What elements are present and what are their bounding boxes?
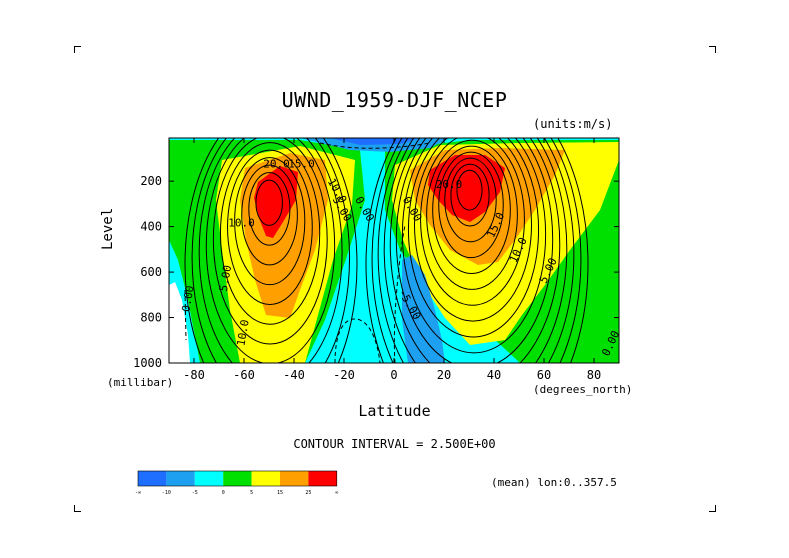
x-tick-label: -80 bbox=[183, 368, 205, 382]
contour-line bbox=[401, 138, 547, 354]
contour-line bbox=[198, 138, 343, 363]
colorbar-swatch bbox=[138, 471, 167, 486]
x-axis-ticks: -80 -60 -40 -20 0 20 40 60 80 bbox=[183, 138, 601, 382]
contour-label: 10.0 bbox=[228, 217, 255, 230]
contour-line bbox=[414, 138, 532, 322]
contour-line bbox=[389, 138, 561, 363]
contour-line bbox=[248, 172, 291, 246]
y-axis-units: (millibar) bbox=[107, 376, 174, 389]
colorbar-swatch bbox=[280, 471, 309, 486]
contour-line bbox=[377, 138, 575, 363]
corner-mark-bottom-right bbox=[709, 505, 716, 512]
contour-line bbox=[444, 157, 497, 243]
contour-lines bbox=[184, 138, 589, 363]
contour-label: 0.00 bbox=[179, 285, 196, 313]
contour-line-negative bbox=[334, 318, 381, 363]
x-tick-label: 0 bbox=[390, 368, 397, 382]
x-axis-units: (degrees_north) bbox=[533, 383, 633, 396]
y-tick-label: 600 bbox=[140, 265, 162, 279]
x-tick-label: -40 bbox=[283, 368, 305, 382]
contour-line bbox=[395, 138, 554, 363]
colorbar-tick-label: -∞ bbox=[135, 490, 141, 496]
colorbar-tick-label: ∞ bbox=[335, 490, 338, 496]
contour-line bbox=[371, 138, 582, 363]
units-label: (units:m/s) bbox=[533, 117, 613, 131]
contour-line bbox=[234, 157, 306, 286]
x-tick-label: 80 bbox=[587, 368, 601, 382]
contour-label: 10.0 bbox=[234, 319, 251, 347]
x-tick-label: 40 bbox=[487, 368, 501, 382]
contour-line bbox=[407, 138, 540, 338]
colorbar-swatch bbox=[194, 471, 224, 486]
contour-interval-label: CONTOUR INTERVAL = 2.500E+00 bbox=[293, 437, 496, 451]
x-axis-label: Latitude bbox=[358, 402, 431, 420]
x-tick-label: 60 bbox=[537, 368, 551, 382]
contour-line-negative bbox=[184, 289, 187, 341]
fill-red-south bbox=[254, 166, 298, 238]
contour-line bbox=[438, 151, 504, 259]
y-tick-label: 1000 bbox=[133, 356, 162, 370]
corner-mark-top-right bbox=[709, 46, 716, 53]
chart-title: UWND_1959-DJF_NCEP bbox=[281, 88, 508, 112]
colorbar: -∞ -10 -5 0 5 15 25 ∞ bbox=[135, 470, 338, 496]
contour-line-negative bbox=[393, 224, 406, 363]
contour-line bbox=[205, 138, 336, 363]
contour-line bbox=[432, 145, 511, 275]
contour-label: 20.0 bbox=[263, 158, 290, 171]
colorbar-tick-label: -10 bbox=[162, 490, 171, 496]
fill-white-missing bbox=[169, 282, 190, 363]
contour-line bbox=[227, 149, 313, 305]
contour-line bbox=[241, 164, 298, 266]
contour-line bbox=[426, 139, 518, 290]
colorbar-swatch bbox=[166, 471, 195, 486]
contour-line bbox=[184, 138, 358, 363]
x-tick-label: -60 bbox=[233, 368, 255, 382]
corner-mark-bottom-left bbox=[74, 505, 81, 512]
contour-line bbox=[420, 138, 525, 306]
y-tick-label: 400 bbox=[140, 220, 162, 234]
colorbar-tick-label: -5 bbox=[192, 490, 198, 496]
y-tick-label: 200 bbox=[140, 174, 162, 188]
y-axis-ticks: 200 400 600 800 1000 bbox=[133, 174, 619, 370]
colorbar-tick-label: 0 bbox=[222, 490, 225, 496]
contour-label: 20.0 bbox=[436, 178, 463, 191]
contour-label: 5.00 bbox=[217, 264, 234, 292]
fill-blue-north-surface bbox=[402, 255, 445, 363]
x-tick-label: 20 bbox=[437, 368, 451, 382]
contour-line bbox=[191, 138, 351, 363]
colorbar-tick-label: 15 bbox=[277, 490, 283, 496]
contour-line bbox=[456, 169, 483, 211]
mean-longitude-label: (mean) lon:0..357.5 bbox=[491, 476, 617, 489]
fill-red-north bbox=[428, 155, 505, 222]
contour-line bbox=[365, 138, 589, 363]
contour-line-negative bbox=[319, 142, 431, 149]
contour-line bbox=[383, 138, 568, 363]
fill-blue-top bbox=[300, 138, 450, 152]
contour-line bbox=[212, 138, 328, 345]
fill-darkblue-top bbox=[330, 138, 420, 145]
colorbar-swatch bbox=[223, 471, 252, 486]
y-tick-label: 800 bbox=[140, 311, 162, 325]
colorbar-frame bbox=[137, 470, 338, 487]
filled-contours bbox=[169, 138, 619, 363]
contour-label: 15.0 bbox=[288, 158, 315, 171]
colorbar-tick-label: 5 bbox=[250, 490, 253, 496]
contour-line bbox=[219, 142, 321, 325]
contour-line bbox=[255, 179, 283, 226]
x-tick-label: -20 bbox=[333, 368, 355, 382]
corner-mark-top-left bbox=[74, 46, 81, 53]
colorbar-tick-label: 25 bbox=[305, 490, 311, 496]
colorbar-swatch bbox=[251, 471, 280, 486]
colorbar-swatch bbox=[308, 471, 337, 486]
contour-line bbox=[450, 163, 490, 227]
